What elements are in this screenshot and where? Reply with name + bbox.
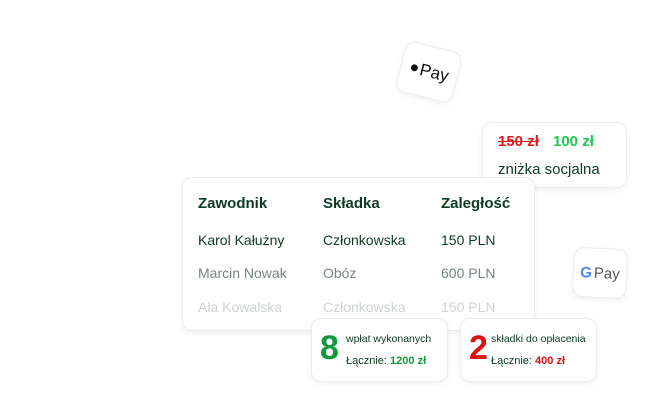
payments-table [182, 177, 535, 331]
stat-card-due: 2 składki do opłacenia Łącznie: 400 zł [460, 318, 597, 382]
table-cell: 600 PLN [441, 265, 496, 281]
table-cell: Marcin Nowak [198, 265, 287, 281]
table-cell: 150 PLN [441, 232, 496, 248]
stat-number: 8 [320, 329, 339, 367]
table-cell: Ala Kowalska [198, 299, 283, 315]
stat-card-payments: 8 wpłat wykonanych Łącznie: 1200 zł [311, 318, 448, 382]
apple-pay-label: Pay [417, 60, 451, 86]
table-cell: Karol Kałużny [198, 232, 285, 248]
discount-label: zniżka socjalna [498, 161, 600, 178]
google-g-icon: G [579, 263, 593, 282]
stat-label: składki do opłacenia [491, 333, 586, 345]
old-price: 150 zł [498, 133, 539, 150]
stat-total-label: Łącznie: [491, 355, 532, 367]
stat-total: Łącznie: 1200 zł [346, 355, 426, 367]
new-price: 100 zł [553, 133, 594, 150]
column-header-player: Zawodnik [198, 195, 268, 212]
table-cell: Członkowska [323, 232, 406, 248]
google-pay-badge: G Pay [571, 246, 629, 300]
table-cell: 150 PLN [441, 299, 496, 315]
apple-pay-badge: ● Pay [394, 39, 464, 105]
stat-total-value: 1200 zł [390, 355, 427, 367]
table-cell: Członkowska [323, 299, 406, 315]
stat-number: 2 [469, 329, 488, 367]
column-header-fee: Składka [323, 195, 380, 212]
stat-total-label: Łącznie: [346, 355, 387, 367]
table-cell: Obóz [323, 265, 357, 281]
google-pay-label: Pay [593, 264, 621, 283]
stat-total: Łącznie: 400 zł [491, 355, 565, 367]
column-header-arrears: Zaległość [441, 195, 511, 212]
stat-total-value: 400 zł [535, 355, 566, 367]
stat-label: wpłat wykonanych [346, 333, 432, 345]
